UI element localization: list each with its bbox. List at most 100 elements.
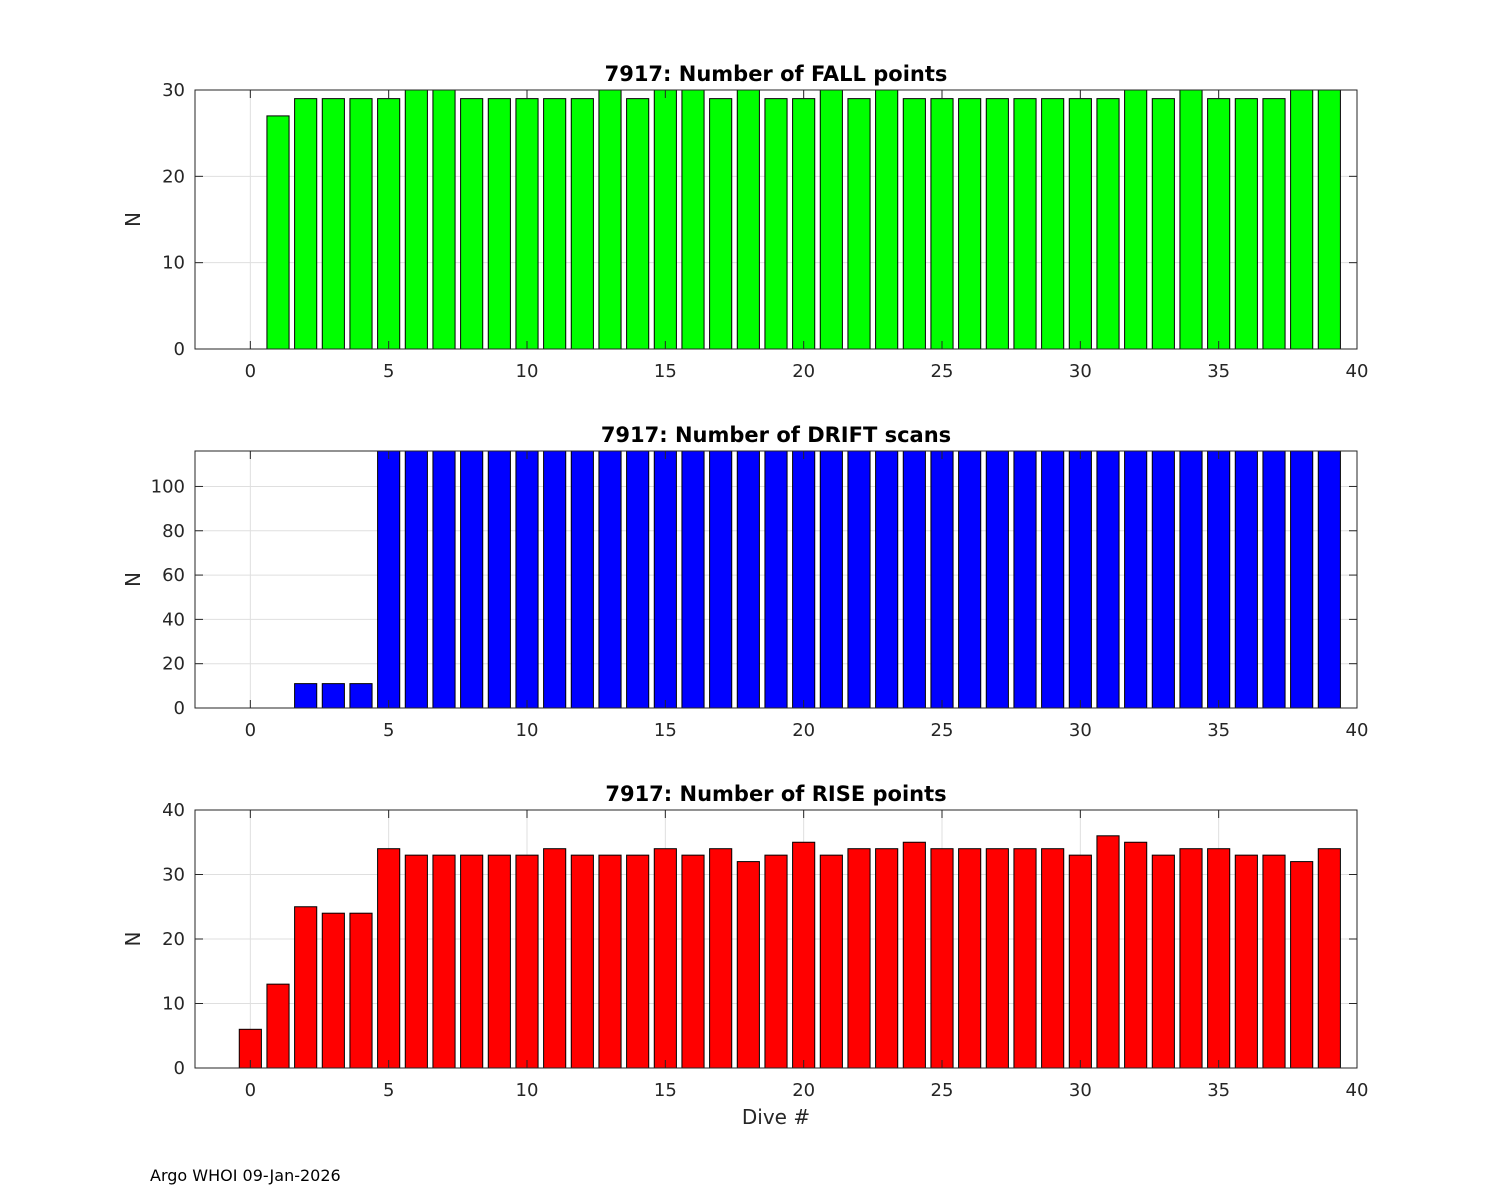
bar	[1124, 450, 1148, 709]
bar	[653, 848, 677, 1069]
bar	[985, 450, 1009, 709]
bar	[515, 98, 539, 350]
y-tick-label: 0	[174, 1058, 185, 1079]
bar	[1041, 98, 1065, 350]
bar	[1151, 854, 1175, 1069]
x-tick-label: 10	[516, 1080, 539, 1101]
x-tick-label: 0	[245, 720, 256, 741]
bar	[1041, 848, 1065, 1069]
bar	[653, 450, 677, 709]
bar	[1124, 89, 1148, 350]
bar	[958, 848, 982, 1069]
x-tick-label: 0	[245, 1080, 256, 1101]
bar	[819, 89, 843, 350]
bar	[543, 848, 567, 1069]
x-tick-label: 30	[1069, 1080, 1092, 1101]
bar	[764, 854, 788, 1069]
y-tick-label: 40	[162, 800, 185, 821]
x-tick-label: 15	[654, 720, 677, 741]
bar	[958, 98, 982, 350]
y-axis-label: N	[121, 572, 145, 587]
bar	[1234, 98, 1258, 350]
x-tick-label: 35	[1207, 720, 1230, 741]
x-tick-label: 5	[383, 1080, 394, 1101]
bar	[321, 912, 345, 1069]
bar	[1096, 98, 1120, 350]
y-axis-label: N	[121, 212, 145, 227]
bar	[460, 98, 484, 350]
bar	[1207, 98, 1231, 350]
bar	[570, 854, 594, 1069]
bar	[1013, 450, 1037, 709]
y-tick-label: 10	[162, 253, 185, 274]
bar	[598, 89, 622, 350]
bar	[432, 89, 456, 350]
bar	[902, 841, 926, 1069]
x-tick-label: 35	[1207, 1080, 1230, 1101]
bar	[321, 683, 345, 709]
bar	[1068, 450, 1092, 709]
bar	[1262, 98, 1286, 350]
x-tick-label: 40	[1346, 361, 1369, 382]
bar	[404, 854, 428, 1069]
bar	[1151, 98, 1175, 350]
y-tick-label: 20	[162, 654, 185, 675]
bar	[681, 89, 705, 350]
chart-panel-1: 0 5 10 15 20 25 30 35 40 0 10 20 30 7917: Number of F…	[121, 62, 1368, 382]
bar	[432, 450, 456, 709]
bar	[792, 450, 816, 709]
bar	[266, 983, 290, 1069]
bar	[709, 848, 733, 1069]
bar	[681, 450, 705, 709]
bar	[1317, 450, 1341, 709]
bar	[847, 98, 871, 350]
chart-title: 7917: Number of DRIFT scans	[601, 423, 951, 447]
bar	[847, 450, 871, 709]
bar	[349, 98, 373, 350]
bar	[1013, 848, 1037, 1069]
bar	[266, 115, 290, 350]
bar	[1234, 854, 1258, 1069]
y-tick-label: 0	[174, 698, 185, 719]
bar	[377, 450, 401, 709]
x-tick-label: 5	[383, 720, 394, 741]
bar	[1096, 450, 1120, 709]
bar	[930, 450, 954, 709]
x-tick-label: 30	[1069, 361, 1092, 382]
bar	[875, 848, 899, 1069]
bar	[847, 848, 871, 1069]
bar	[764, 450, 788, 709]
bar	[1179, 450, 1203, 709]
bar	[792, 98, 816, 350]
y-tick-label: 80	[162, 521, 185, 542]
bar	[294, 98, 318, 350]
bar	[1317, 848, 1341, 1069]
bar	[487, 854, 511, 1069]
bar	[460, 450, 484, 709]
chart-panel-3: 0 5 10 15 20 25 30 35 40 0 10 20 30 40 7917: Number of…	[121, 782, 1368, 1129]
bar	[1041, 450, 1065, 709]
bar	[543, 450, 567, 709]
y-tick-label: 0	[174, 339, 185, 360]
bar	[819, 450, 843, 709]
bar	[626, 450, 650, 709]
bar	[598, 450, 622, 709]
bar	[404, 450, 428, 709]
bar	[377, 848, 401, 1069]
y-tick-label: 20	[162, 166, 185, 187]
bar	[377, 98, 401, 350]
bar	[930, 848, 954, 1069]
bar	[736, 861, 760, 1069]
bar	[1262, 854, 1286, 1069]
x-tick-label: 20	[792, 1080, 815, 1101]
bar	[958, 450, 982, 709]
bar	[709, 450, 733, 709]
x-tick-label: 25	[931, 1080, 954, 1101]
bar	[875, 89, 899, 350]
y-tick-label: 60	[162, 565, 185, 586]
bar	[819, 854, 843, 1069]
bar	[349, 912, 373, 1069]
bar	[1124, 841, 1148, 1069]
footer-credit: Argo WHOI 09-Jan-2026	[150, 1166, 341, 1185]
bar	[1317, 89, 1341, 350]
